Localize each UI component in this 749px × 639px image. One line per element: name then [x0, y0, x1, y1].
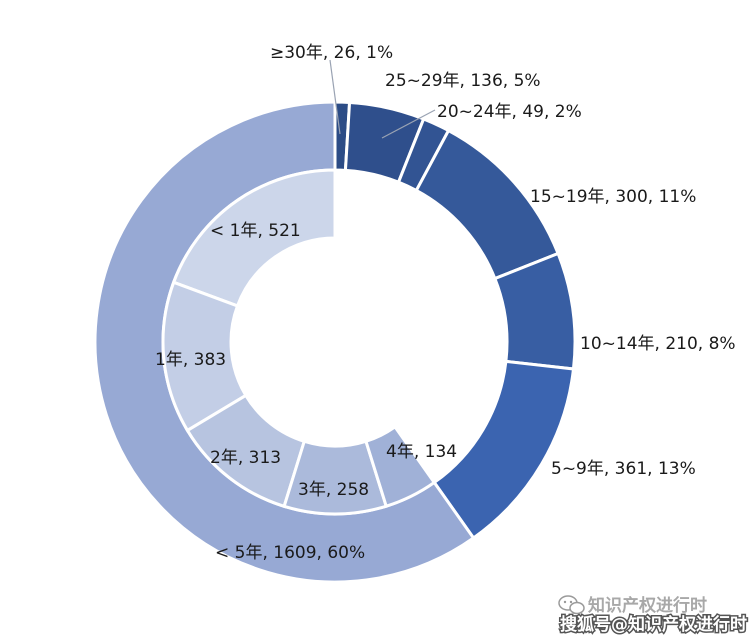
outer-ring [93, 100, 577, 584]
outer-label-3: 15~19年, 300, 11% [530, 187, 696, 207]
leader-line-0 [329, 59, 341, 135]
inner-label-3: 3年, 258 [298, 480, 369, 500]
watermark-line-1: 知识产权进行时 [587, 595, 707, 616]
inner-label-1: 1年, 383 [155, 350, 226, 370]
inner-slice-4 [364, 424, 437, 509]
outer-label-2: 20~24年, 49, 2% [437, 102, 582, 122]
outer-label-6: < 5年, 1609, 60% [215, 543, 365, 563]
inner-slice-3 [282, 439, 389, 516]
inner-slice-0 [171, 168, 337, 308]
inner-ring [161, 168, 437, 516]
outer-label-0: ≥30年, 26, 1% [270, 43, 393, 63]
outer-label-4: 10~14年, 210, 8% [580, 334, 736, 354]
leader-lines [329, 59, 436, 139]
inner-label-4: 4年, 134 [386, 442, 457, 462]
inner-slice-2 [185, 393, 307, 509]
inner-label-2: 2年, 313 [210, 448, 281, 468]
outer-label-1: 25~29年, 136, 5% [385, 71, 541, 91]
watermark-line-2: 搜狐号@知识产权进行时 [560, 614, 747, 635]
inner-slice-1 [161, 280, 248, 433]
outer-label-5: 5~9年, 361, 13% [551, 459, 696, 479]
inner-label-0: < 1年, 521 [210, 221, 301, 241]
leader-line-2 [381, 109, 436, 139]
wechat-icon [558, 595, 585, 615]
watermark: 知识产权进行时 搜狐号@知识产权进行时 [558, 595, 749, 637]
data-labels: ≥30年, 26, 1% 25~29年, 136, 5% 20~24年, 49, 2… [155, 43, 736, 563]
